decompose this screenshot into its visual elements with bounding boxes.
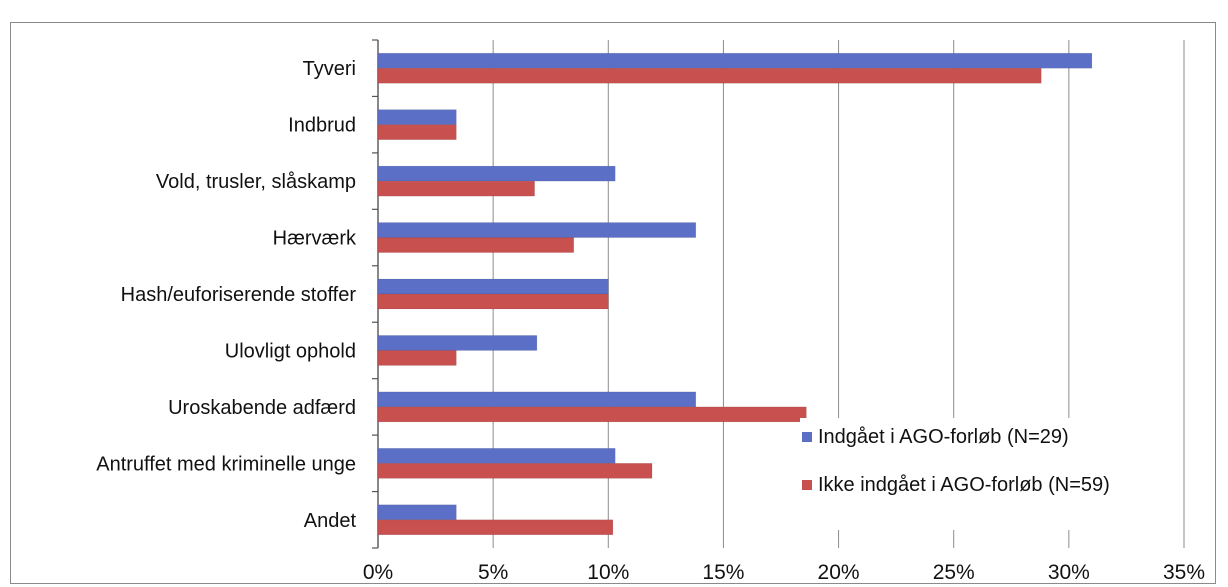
category-label-0: Tyveri (303, 58, 356, 80)
bar-non-agos-2 (377, 180, 535, 197)
legend-box (800, 418, 1176, 530)
bar-agos-3 (377, 222, 697, 238)
bar-agos-0 (377, 52, 1093, 69)
category-label-5: Ulovligt ophold (225, 340, 356, 362)
bar-agos-7 (377, 448, 616, 464)
bar-non-agos-0 (377, 67, 1042, 84)
bar-agos-1 (377, 109, 457, 125)
legend-label-0: Indgået i AGO-forløb (N=29) (818, 426, 1069, 448)
category-label-3: Hærværk (273, 228, 357, 250)
bar-non-agos-8 (377, 519, 614, 536)
x-tick-label-2: 10% (587, 561, 629, 584)
bar-agos-2 (377, 165, 616, 182)
category-label-4: Hash/euforiserende stoffer (121, 284, 357, 306)
category-label-8: Andet (304, 510, 357, 532)
x-tick-label-0: 0% (363, 561, 393, 584)
category-label-7: Antruffet med kriminelle unge (96, 453, 356, 475)
x-tick-label-7: 35% (1163, 561, 1205, 584)
category-label-2: Vold, trusler, slåskamp (156, 171, 356, 193)
bar-non-agos-7 (377, 463, 653, 479)
category-label-6: Uroskabende adfærd (168, 397, 356, 419)
legend: Indgået i AGO-forløb (N=29) Ikke indgået … (800, 418, 1176, 530)
x-tick-label-6: 30% (1048, 561, 1090, 584)
x-tick-label-4: 20% (818, 561, 860, 584)
bar-non-agos-4 (377, 293, 609, 310)
bar-agos-5 (377, 335, 538, 351)
bar-non-agos-1 (377, 124, 457, 140)
bar-agos-8 (377, 504, 457, 521)
category-label-1: Indbrud (288, 115, 356, 137)
bar-non-agos-6 (377, 406, 807, 423)
x-tick-label-5: 25% (933, 561, 975, 584)
axes (372, 39, 379, 549)
bar-agos-4 (377, 278, 609, 295)
legend-swatch-0 (802, 432, 812, 442)
bar-non-agos-5 (377, 350, 457, 366)
bars (377, 52, 1093, 536)
category-labels: Tyveri Indbrud Vold, trusler, slåskamp Hærv… (96, 58, 357, 532)
x-tick-label-3: 15% (702, 561, 744, 584)
legend-swatch-1 (802, 480, 812, 490)
bar-non-agos-3 (377, 237, 575, 253)
x-tick-labels: 0% 5% 10% 15% 20% 25% 30% 35% (363, 561, 1205, 584)
bar-agos-6 (377, 391, 697, 408)
x-tick-label-1: 5% (478, 561, 508, 584)
legend-label-1: Ikke indgået i AGO-forløb (N=59) (818, 474, 1110, 496)
